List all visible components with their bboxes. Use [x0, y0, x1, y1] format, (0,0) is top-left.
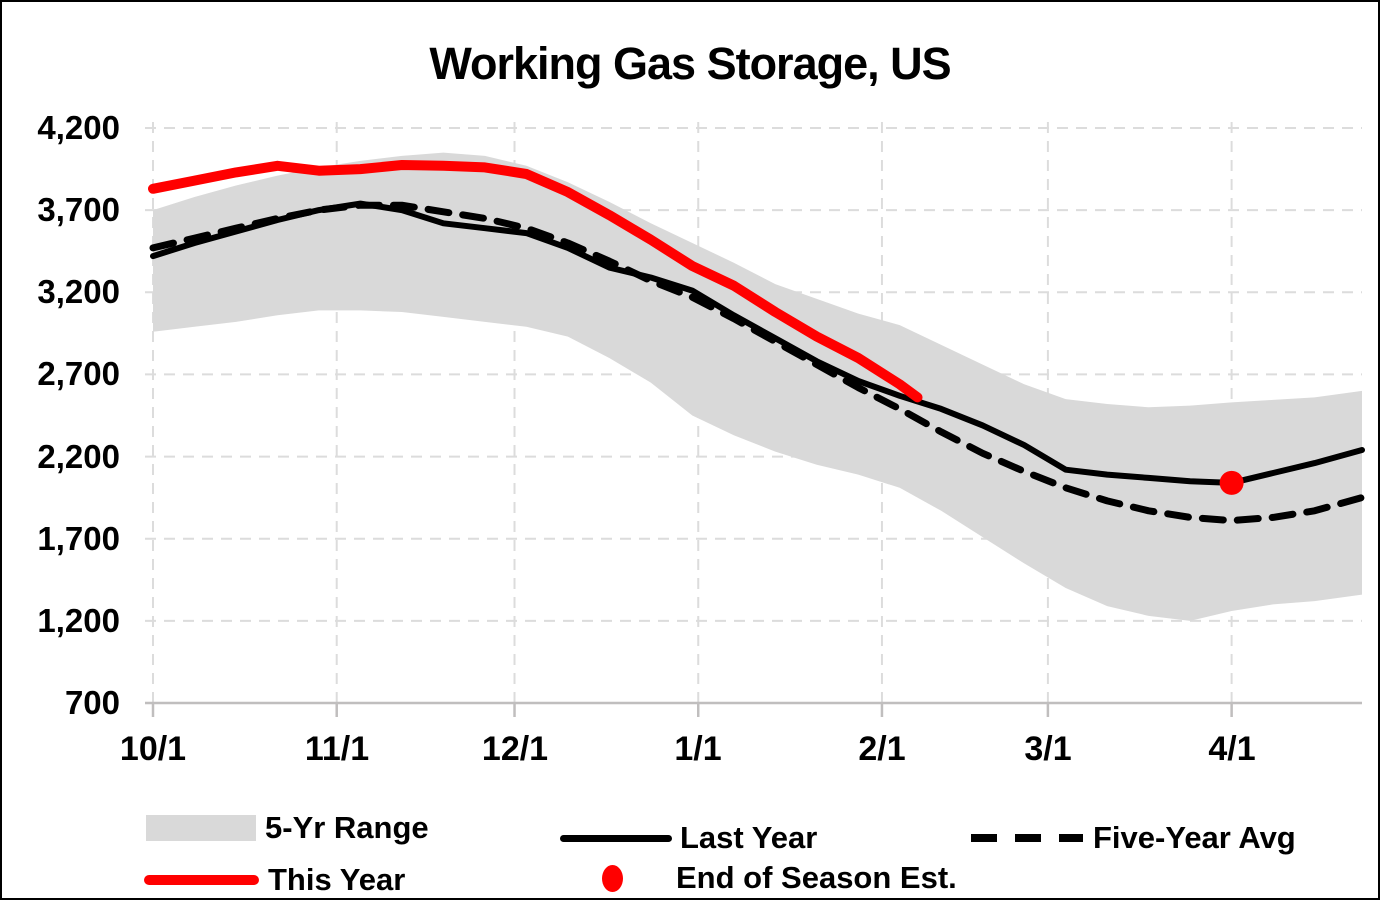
legend-label: Five-Year Avg — [1093, 820, 1296, 855]
legend-item-last-year: Last Year — [560, 820, 817, 856]
y-tick-label: 700 — [64, 684, 120, 721]
x-tick-label: 10/1 — [119, 730, 187, 768]
x-tick-label: 12/1 — [481, 730, 549, 768]
legend-item-5yr-range: 5-Yr Range — [146, 810, 429, 846]
x-tick-label: 2/1 — [858, 730, 906, 768]
this-year-line — [148, 160, 923, 403]
red-dot-swatch-icon — [602, 864, 623, 892]
solid-line-swatch-icon — [560, 834, 672, 842]
x-tick-label: 3/1 — [1024, 730, 1072, 768]
end-of-season-estimate-dot — [1219, 470, 1244, 495]
y-tick-label: 2,700 — [37, 355, 120, 392]
dashed-line-swatch-icon — [971, 834, 1083, 842]
x-tick-label: 11/1 — [304, 730, 370, 768]
y-tick-label: 1,700 — [37, 520, 120, 557]
y-tick-label: 1,200 — [37, 602, 120, 639]
legend-label: This Year — [268, 862, 406, 897]
y-tick-label: 4,200 — [37, 109, 120, 146]
legend-item-end-of-season: End of Season Est. — [602, 860, 957, 896]
legend-label: 5-Yr Range — [265, 810, 429, 845]
legend-label: End of Season Est. — [676, 860, 957, 895]
chart-title: Working Gas Storage, US — [429, 38, 951, 89]
y-tick-label: 2,200 — [37, 438, 120, 475]
x-tick-label: 4/1 — [1208, 730, 1256, 768]
legend-item-five-year-avg: Five-Year Avg — [971, 820, 1296, 856]
five-year-range-band — [153, 152, 1362, 621]
x-tick-label: 1/1 — [674, 730, 722, 768]
five-year-avg-line — [149, 201, 1366, 525]
red-line-swatch-icon — [144, 875, 259, 885]
legend-label: Last Year — [680, 820, 818, 855]
legend-item-this-year: This Year — [144, 862, 405, 898]
range-band-swatch-icon — [146, 815, 256, 841]
y-tick-label: 3,700 — [37, 191, 120, 228]
y-tick-label: 3,200 — [37, 273, 120, 310]
